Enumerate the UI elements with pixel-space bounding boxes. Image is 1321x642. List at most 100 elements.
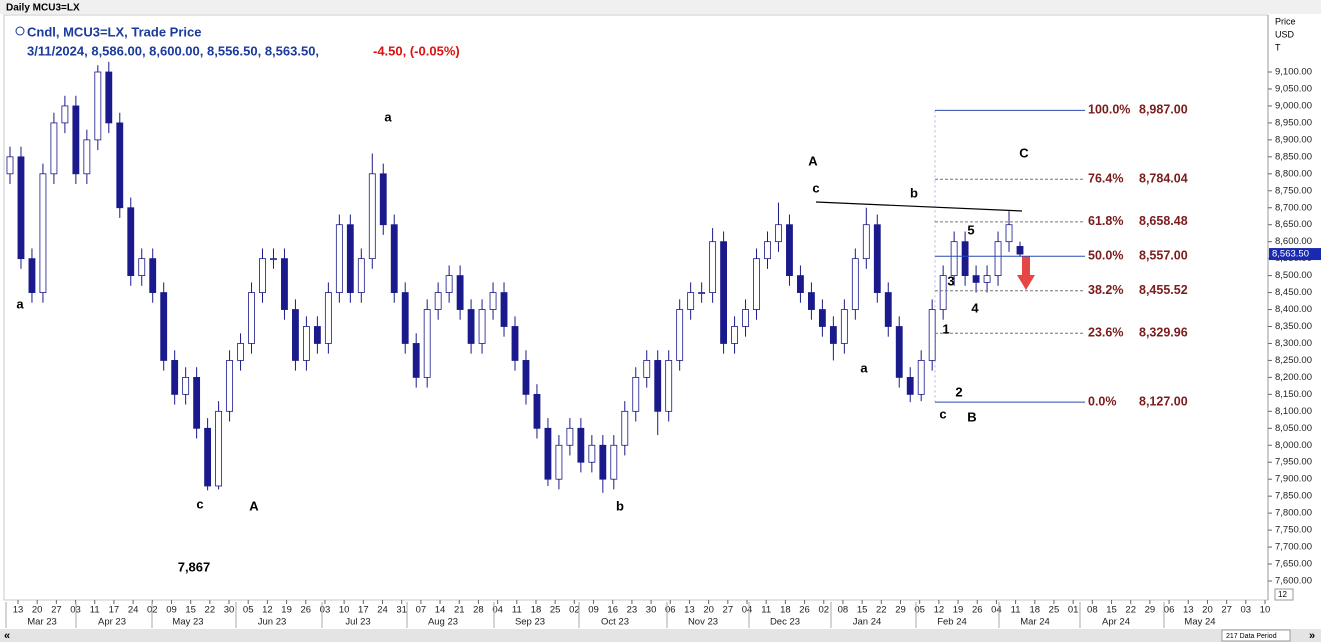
candle-body [379, 173, 387, 226]
x-tick-label: 25 [550, 605, 561, 616]
x-tick-label: 14 [435, 605, 446, 616]
y-tick-label: 7,600.00 [1275, 576, 1312, 587]
candle-body [917, 360, 925, 395]
x-tick-label: 29 [895, 605, 906, 616]
x-tick-label: 04 [742, 605, 753, 616]
month-label: Aug 23 [428, 617, 458, 628]
y-tick-label: 8,450.00 [1275, 287, 1312, 298]
y-tick-label: 9,100.00 [1275, 67, 1312, 78]
candle-body [797, 275, 804, 293]
candle-body [226, 360, 233, 412]
candle-body [149, 258, 157, 293]
x-tick-label: 17 [358, 605, 369, 616]
axis-title: Price [1275, 16, 1296, 26]
status-box [1221, 629, 1291, 642]
scroll-right[interactable]: » [1309, 630, 1315, 642]
candle-body [654, 360, 662, 412]
candle-body [50, 122, 58, 175]
candle-body [401, 292, 409, 344]
month-label: May 24 [1184, 617, 1215, 628]
x-tick-label: 29 [1145, 605, 1156, 616]
candle-body [764, 241, 771, 260]
month-label: Apr 23 [98, 617, 126, 628]
candle-body [39, 173, 47, 293]
wave-label: A [808, 153, 818, 168]
x-tick-label: 02 [818, 605, 829, 616]
scroll-left[interactable]: « [4, 630, 10, 642]
x-tick-label: 18 [780, 605, 791, 616]
y-tick-label: 7,800.00 [1275, 508, 1312, 519]
x-tick-label: 27 [1221, 605, 1232, 616]
x-tick-label: 27 [723, 605, 734, 616]
x-tick-label: 19 [281, 605, 292, 616]
x-tick-label: 11 [90, 605, 100, 616]
legend-values: 3/11/2024, 8,586.00, 8,600.00, 8,556.50,… [27, 43, 319, 58]
candle-body [829, 326, 837, 344]
y-tick-label: 8,950.00 [1275, 117, 1312, 128]
x-tick-label: 26 [799, 605, 810, 616]
legend-icon [15, 26, 25, 36]
candle-body [17, 156, 25, 260]
y-tick-label: 7,850.00 [1275, 491, 1312, 502]
x-tick-label: 05 [914, 605, 925, 616]
candle-body [368, 173, 376, 260]
candle-body [204, 427, 212, 487]
x-tick-label: 08 [1087, 605, 1098, 616]
candle-body [346, 224, 354, 293]
wave-label: 3 [947, 273, 954, 288]
fib-price: 8,455.52 [1139, 283, 1188, 297]
month-label: Jun 23 [258, 617, 287, 628]
fib-price: 8,784.04 [1139, 172, 1188, 186]
candle-body [851, 258, 859, 310]
candle-body [709, 241, 717, 293]
y-tick-label: 8,200.00 [1275, 372, 1312, 383]
x-tick-label: 26 [300, 605, 311, 616]
candle-body [983, 275, 991, 283]
wave-label: b [910, 185, 918, 200]
month-label: Sep 23 [515, 617, 545, 628]
x-tick-label: 15 [857, 605, 868, 616]
x-tick-label: 20 [1202, 605, 1213, 616]
month-label: Mar 23 [27, 617, 57, 628]
candle-body [434, 292, 442, 310]
candle-body [127, 207, 135, 277]
x-tick-label: 30 [646, 605, 657, 616]
candle-body [994, 241, 1002, 277]
x-tick-label: 20 [703, 605, 714, 616]
legend-title: Cndl, MCU3=LX, Trade Price [27, 24, 201, 39]
fib-percent: 100.0% [1088, 103, 1130, 117]
candle-body [182, 377, 190, 395]
candle-body [544, 427, 552, 480]
window-title: Daily MCU3=LX [6, 3, 80, 14]
y-tick-label: 8,800.00 [1275, 168, 1312, 179]
candle-body [313, 326, 321, 344]
month-label: Apr 24 [1102, 617, 1130, 628]
candle-body [281, 258, 288, 310]
candle-body [412, 343, 420, 378]
x-tick-label: 19 [953, 605, 964, 616]
x-tick-label: 22 [205, 605, 216, 616]
trend-line [815, 201, 1023, 212]
fib-percent: 0.0% [1088, 394, 1117, 408]
y-tick-label: 8,650.00 [1275, 219, 1312, 230]
candle-body [577, 427, 585, 463]
x-tick-label: 05 [243, 605, 254, 616]
last-price-box [1269, 248, 1321, 261]
wave-label: A [249, 498, 259, 513]
scroll-bar[interactable] [0, 629, 1321, 642]
y-tick-label: 8,050.00 [1275, 423, 1312, 434]
candle-body [807, 292, 815, 310]
candle-body [270, 258, 277, 261]
x-tick-label: 11 [761, 605, 771, 616]
x-tick-label: 03 [1241, 605, 1252, 616]
x-tick-label: 28 [473, 605, 484, 616]
x-tick-label: 18 [1029, 605, 1040, 616]
wave-label: a [384, 109, 392, 124]
wave-label: B [967, 409, 976, 424]
fib-percent: 76.4% [1088, 172, 1123, 186]
fib-percent: 38.2% [1088, 283, 1123, 297]
status-text: 217 Data Period [1226, 633, 1277, 640]
candle-body [160, 292, 168, 361]
wave-label: c [939, 406, 946, 421]
y-tick-label: 7,950.00 [1275, 457, 1312, 468]
